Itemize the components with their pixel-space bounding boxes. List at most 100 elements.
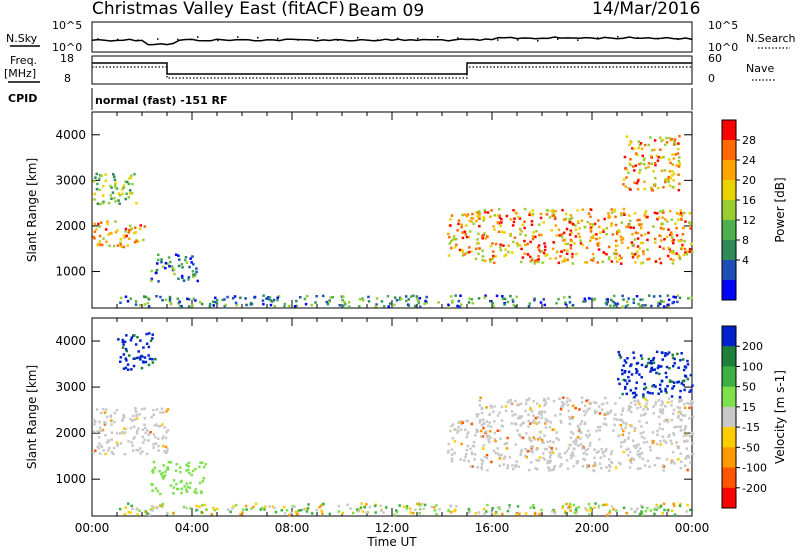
heatmap-cell: [268, 296, 272, 299]
heatmap-cell: [644, 386, 648, 389]
heatmap-cell: [516, 403, 519, 407]
heatmap-cell: [636, 232, 640, 235]
heatmap-cell: [152, 413, 156, 416]
heatmap-cell: [548, 425, 552, 429]
heatmap-cell: [632, 165, 635, 168]
heatmap-cell: [641, 513, 644, 516]
heatmap-cell: [157, 449, 160, 452]
heatmap-cell: [671, 451, 675, 454]
heatmap-cell: [132, 425, 136, 428]
y-tick-label: 3000: [55, 173, 86, 187]
heatmap-cell: [423, 503, 427, 507]
heatmap-cell: [496, 414, 500, 417]
heatmap-cell: [661, 209, 665, 212]
heatmap-cell: [578, 428, 582, 431]
heatmap-cell: [451, 301, 454, 304]
heatmap-cell: [365, 503, 368, 506]
heatmap-cell: [168, 297, 172, 300]
heatmap-cell: [191, 270, 195, 273]
heatmap-cell: [163, 450, 166, 453]
heatmap-cell: [157, 437, 160, 440]
heatmap-cell: [570, 216, 573, 220]
heatmap-cell: [613, 294, 616, 298]
heatmap-cell: [456, 229, 459, 232]
heatmap-cell: [667, 397, 671, 400]
heatmap-cell: [676, 352, 679, 356]
heatmap-cell: [631, 439, 635, 442]
heatmap-cell: [583, 422, 587, 425]
heatmap-cell: [684, 457, 687, 460]
heatmap-cell: [375, 303, 378, 306]
heatmap-cell: [119, 243, 123, 246]
heatmap-cell: [100, 174, 103, 178]
heatmap-cell: [155, 506, 158, 509]
heatmap-cell: [504, 248, 507, 251]
heatmap-cell: [544, 420, 547, 424]
heatmap-cell: [640, 241, 643, 245]
heatmap-cell: [566, 258, 569, 261]
heatmap-cell: [402, 505, 406, 508]
heatmap-cell: [686, 439, 689, 443]
heatmap-cell: [409, 511, 412, 514]
heatmap-cell: [557, 454, 561, 458]
heatmap-cell: [613, 301, 616, 305]
heatmap-cell: [544, 422, 547, 425]
heatmap-cell: [607, 212, 610, 215]
heatmap-cell: [489, 425, 493, 428]
heatmap-cell: [202, 477, 205, 480]
nsearch-dot: [577, 39, 579, 41]
heatmap-cell: [678, 397, 681, 400]
heatmap-cell: [587, 297, 591, 300]
heatmap-cell: [133, 418, 136, 421]
heatmap-cell: [633, 181, 636, 184]
nsearch-tick-high: 10^5: [708, 19, 738, 32]
heatmap-cell: [651, 148, 654, 152]
heatmap-cell: [680, 239, 683, 242]
heatmap-cell: [667, 228, 670, 231]
heatmap-cell: [241, 511, 244, 514]
heatmap-cell: [659, 443, 662, 446]
nsearch-dot: [477, 38, 479, 41]
heatmap-cell: [542, 456, 545, 460]
heatmap-cell: [99, 444, 103, 447]
heatmap-cell: [629, 188, 632, 191]
heatmap-cell: [626, 300, 629, 303]
heatmap-cell: [619, 423, 623, 427]
nave-tick-high: 60: [708, 52, 722, 65]
heatmap-cell: [515, 295, 518, 299]
heatmap-cell: [689, 461, 692, 464]
heatmap-cell: [488, 440, 491, 444]
heatmap-cell: [127, 510, 131, 514]
heatmap-cell: [605, 466, 608, 469]
heatmap-cell: [180, 487, 184, 491]
heatmap-cell: [661, 464, 665, 467]
heatmap-cell: [607, 464, 611, 467]
heatmap-cell: [503, 297, 507, 301]
heatmap-cell: [634, 152, 638, 155]
heatmap-cell: [565, 252, 569, 256]
heatmap-cell: [541, 439, 544, 442]
heatmap-cell: [475, 219, 478, 223]
heatmap-cell: [195, 270, 198, 274]
heatmap-cell: [512, 220, 516, 224]
heatmap-cell: [658, 372, 661, 376]
heatmap-cell: [273, 506, 276, 510]
heatmap-cell: [538, 410, 541, 413]
heatmap-cell: [656, 186, 660, 190]
heatmap-cell: [683, 406, 687, 410]
heatmap-cell: [638, 143, 642, 147]
heatmap-cell: [134, 407, 137, 411]
heatmap-cell: [674, 143, 677, 146]
heatmap-cell: [519, 424, 522, 427]
heatmap-cell: [550, 447, 553, 450]
heatmap-cell: [650, 359, 653, 363]
heatmap-cell: [663, 169, 667, 172]
heatmap-cell: [640, 147, 644, 150]
heatmap-cell: [159, 411, 162, 414]
heatmap-cell: [659, 300, 663, 303]
heatmap-cell: [548, 469, 551, 472]
heatmap-cell: [227, 508, 230, 511]
heatmap-cell: [140, 407, 144, 411]
heatmap-cell: [688, 435, 691, 438]
